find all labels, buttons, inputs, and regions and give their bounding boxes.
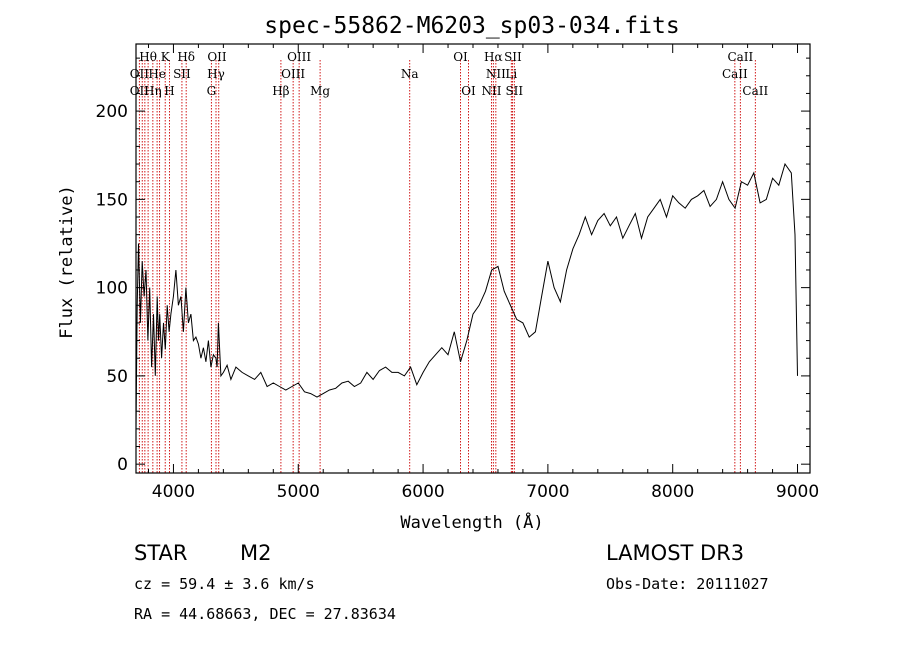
line-label: CaII [722, 67, 748, 81]
x-tick-label: 4000 [152, 482, 195, 502]
line-label: Hη [144, 84, 162, 98]
spectrum-line [135, 162, 798, 429]
line-label: H [164, 84, 174, 98]
line-label: SII [504, 50, 522, 64]
line-label: Hθ [139, 50, 157, 64]
line-label: Na [401, 67, 419, 81]
line-label: Mg [310, 84, 330, 98]
line-label: NII [486, 67, 506, 81]
line-label: Hα [484, 50, 503, 64]
line-label: He [148, 67, 166, 81]
coordinates: RA = 44.68663, DEC = 27.83634 [134, 605, 396, 623]
x-tick-label: 8000 [651, 482, 694, 502]
y-tick-label: 200 [96, 102, 128, 122]
line-label: NII [481, 84, 501, 98]
x-axis-label: Wavelength (Å) [400, 511, 543, 533]
line-label: SII [505, 84, 523, 98]
x-tick-label: 7000 [526, 482, 569, 502]
line-label: CaII [742, 84, 768, 98]
line-label: OI [453, 50, 468, 64]
y-tick-label: 100 [96, 279, 128, 299]
line-label: Hγ [207, 67, 225, 81]
chart-title: spec-55862-M6203_sp03-034.fits [264, 13, 679, 39]
y-axis-label: Flux (relative) [57, 185, 77, 339]
y-tick-label: 50 [106, 367, 128, 387]
line-label: OII [130, 84, 150, 98]
subclass: M2 [240, 541, 271, 565]
survey-name: LAMOST DR3 [606, 541, 744, 565]
redshift-text: cz = 59.4 ± 3.6 km/s [134, 575, 315, 593]
object-type: STAR [134, 541, 187, 565]
line-label: Hβ [272, 84, 289, 98]
line-markers [138, 60, 756, 473]
line-label: SII [173, 67, 191, 81]
line-label: Li [505, 67, 517, 81]
x-tick-label: 9000 [776, 482, 819, 502]
line-label: Hδ [177, 50, 195, 64]
line-label: OII [130, 67, 150, 81]
line-label: OIII [287, 50, 311, 64]
line-label: OIII [281, 67, 305, 81]
y-tick-label: 150 [96, 190, 128, 210]
line-label: CaII [727, 50, 753, 64]
axis-ticks [136, 44, 810, 473]
line-label: K [161, 50, 171, 64]
line-label: OI [461, 84, 476, 98]
line-label: G [207, 84, 217, 98]
obs-date: Obs-Date: 20111027 [606, 575, 769, 593]
x-tick-label: 6000 [401, 482, 444, 502]
line-label: OII [207, 50, 227, 64]
x-tick-label: 5000 [277, 482, 320, 502]
axis-tick-labels: 4000 5000 6000 7000 8000 9000 0 50 100 150 200 [96, 102, 820, 502]
plot-frame [135, 43, 811, 474]
y-tick-label: 0 [117, 455, 128, 475]
